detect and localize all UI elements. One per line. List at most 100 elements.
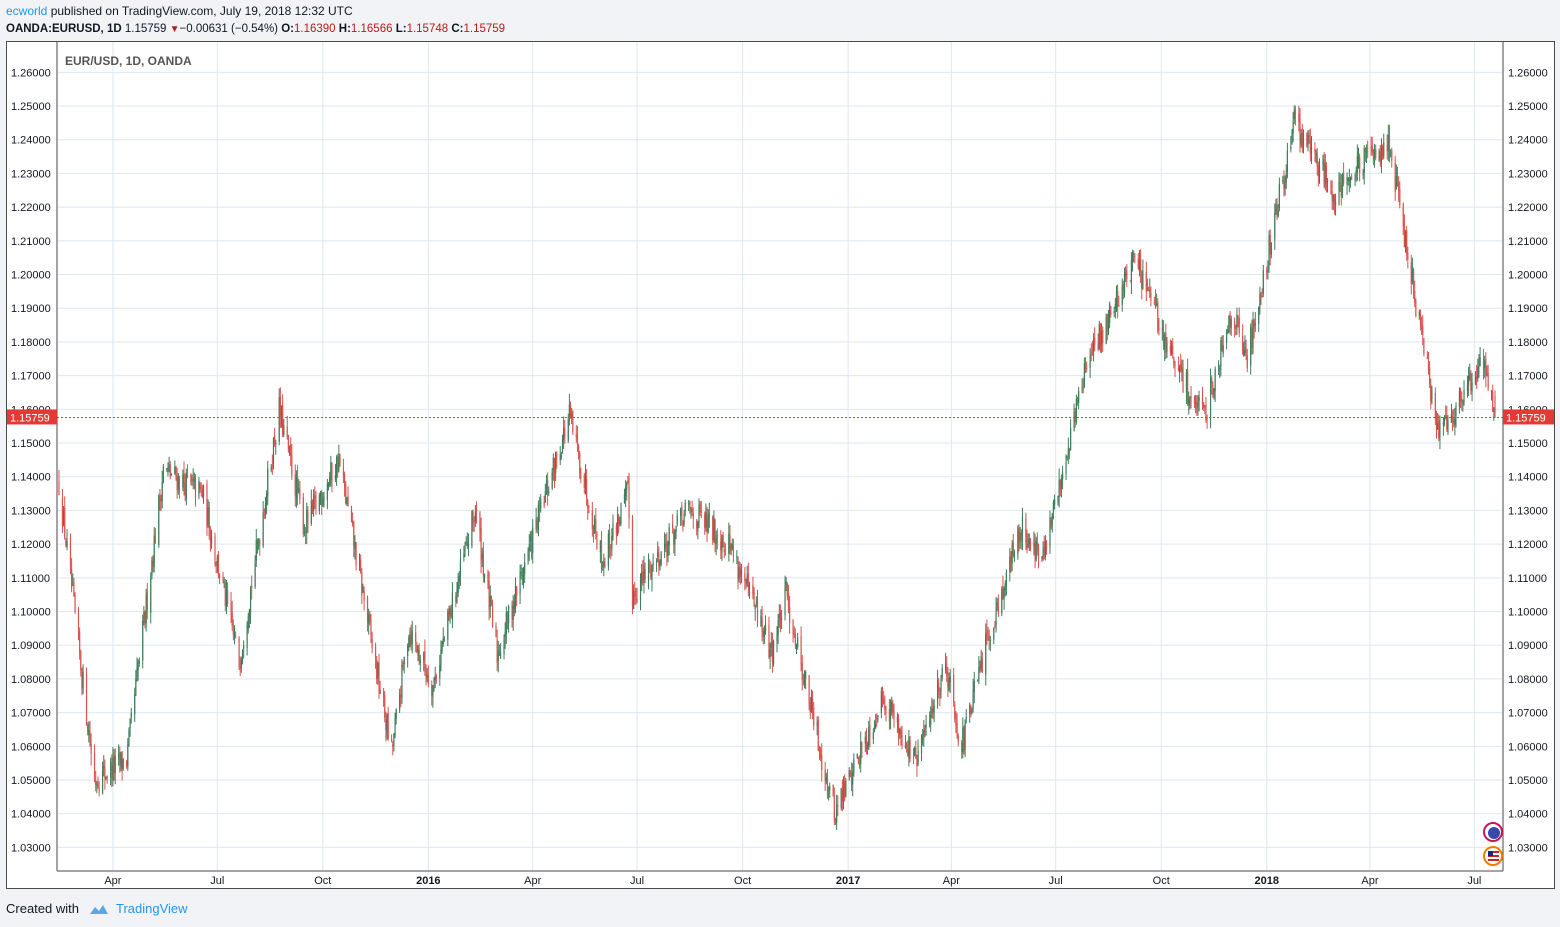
- candle-body: [240, 659, 242, 669]
- candle-body: [1325, 165, 1327, 184]
- candle-body: [1330, 181, 1332, 194]
- tradingview-cloud-icon[interactable]: [88, 902, 110, 916]
- candle-body: [1461, 398, 1463, 403]
- candle: [901, 725, 903, 750]
- candle: [1182, 359, 1184, 393]
- candle-body: [347, 495, 349, 506]
- candle: [1418, 309, 1420, 320]
- candle-body: [1477, 366, 1479, 379]
- time-axis-label: 2018: [1255, 875, 1279, 887]
- candle: [1067, 437, 1069, 465]
- candle-body: [1149, 290, 1151, 292]
- candle: [451, 582, 454, 629]
- candle-body: [1197, 402, 1199, 406]
- candle: [1463, 380, 1465, 406]
- candle-body: [448, 612, 450, 617]
- candle: [96, 781, 98, 794]
- candle-body: [928, 721, 931, 727]
- candle-body: [1308, 135, 1310, 138]
- candle: [1479, 347, 1481, 367]
- candle-body: [1285, 173, 1287, 183]
- current-price-tag-right: [1503, 409, 1554, 425]
- candle-body: [676, 515, 678, 525]
- candle-body: [977, 679, 979, 681]
- price-chart[interactable]: EUR/USD, 1D, OANDA 1.26000 1.260001.25000…: [7, 42, 1554, 888]
- candle: [673, 527, 675, 554]
- candle: [945, 652, 947, 674]
- candle: [1323, 152, 1325, 189]
- candle-body: [1250, 327, 1252, 366]
- candle-body: [789, 607, 791, 624]
- candle-body: [296, 476, 299, 495]
- candle: [1075, 394, 1077, 425]
- candle-body: [1411, 268, 1414, 283]
- candle: [1466, 375, 1469, 398]
- candle-body: [1201, 394, 1204, 405]
- candle-body: [402, 664, 404, 668]
- candle-body: [177, 475, 179, 490]
- candle: [343, 471, 346, 497]
- candle-body: [81, 669, 83, 688]
- candle: [496, 629, 498, 671]
- candle: [763, 625, 765, 644]
- candle: [158, 494, 160, 548]
- tradingview-link[interactable]: TradingView: [115, 901, 188, 916]
- candle: [1254, 312, 1256, 332]
- candle-body: [111, 764, 113, 779]
- candle: [933, 699, 935, 723]
- candle: [425, 664, 427, 686]
- candle: [434, 666, 436, 689]
- candle: [377, 661, 379, 685]
- candle: [1193, 395, 1196, 408]
- candle: [98, 781, 100, 797]
- candle-body: [1238, 317, 1240, 333]
- candle: [941, 664, 943, 682]
- candle-body: [121, 751, 123, 770]
- candle: [780, 610, 783, 630]
- price-tick-left: 1.03000: [11, 842, 51, 854]
- candle-body: [315, 495, 317, 509]
- candle-body: [583, 474, 585, 488]
- candle-body: [551, 471, 553, 489]
- candle-body: [707, 517, 709, 533]
- candle: [223, 576, 225, 589]
- candle: [385, 711, 387, 742]
- candle: [473, 516, 475, 532]
- candle-body: [1259, 294, 1261, 309]
- candle-body: [127, 744, 129, 768]
- candle-body: [1075, 399, 1077, 422]
- candle: [1212, 381, 1214, 398]
- author-link[interactable]: ecworld: [6, 4, 48, 18]
- candle: [800, 626, 802, 672]
- candle-body: [1454, 418, 1456, 425]
- candle-body: [1251, 327, 1253, 349]
- candle-body: [644, 568, 646, 579]
- price-tick-left: 1.18000: [11, 337, 51, 349]
- candle: [930, 706, 932, 733]
- candle: [1059, 479, 1061, 497]
- candle: [608, 523, 611, 558]
- candle: [829, 782, 831, 798]
- candle: [1084, 357, 1087, 374]
- candle-body: [704, 514, 706, 529]
- candle-body: [378, 663, 380, 691]
- candle-body: [989, 639, 991, 641]
- candle: [957, 733, 959, 747]
- chart-frame[interactable]: EUR/USD, 1D, OANDA 1.26000 1.26000 1.25000…: [6, 41, 1555, 889]
- candle-body: [241, 650, 244, 660]
- candle: [399, 688, 401, 714]
- candle-body: [1161, 328, 1163, 330]
- candle: [947, 667, 949, 698]
- candle-body: [1266, 270, 1268, 273]
- candle: [1402, 202, 1404, 235]
- candle-body: [985, 633, 987, 675]
- candle-body: [1363, 148, 1365, 174]
- candle: [1426, 351, 1428, 360]
- candle: [643, 556, 645, 594]
- candle-body: [247, 616, 249, 629]
- candle: [287, 434, 289, 453]
- candle: [856, 753, 858, 759]
- candle-body: [382, 691, 385, 697]
- candle-body: [1098, 324, 1100, 350]
- candle-body: [1252, 321, 1254, 348]
